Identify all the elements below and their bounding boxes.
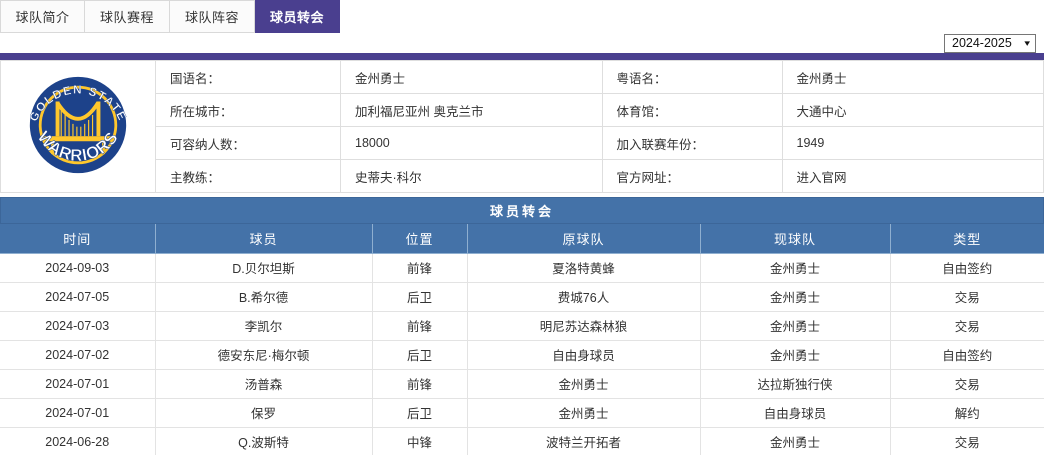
season-select-row: 2024-2025 ▾ <box>0 33 1044 53</box>
official-site-link[interactable]: 进入官网 <box>781 159 1044 193</box>
cell-position: 后卫 <box>371 281 468 312</box>
table-row: 所在城市： 加利福尼亚州 奥克兰市 体育馆： 大通中心 <box>1 93 1044 127</box>
cell-from-team[interactable]: 自由身球员 <box>466 339 701 370</box>
cell-from-team[interactable]: 金州勇士 <box>466 397 701 428</box>
cell-to-team[interactable]: 金州勇士 <box>699 426 891 455</box>
purple-divider <box>0 53 1044 60</box>
cell-position: 前锋 <box>371 368 468 399</box>
cell-time: 2024-07-05 <box>0 281 156 312</box>
info-value: 1949 <box>781 126 1044 160</box>
transfers-section-title: 球员转会 <box>0 197 1044 224</box>
info-key: 所在城市： <box>155 93 341 127</box>
info-key: 国语名： <box>155 60 341 94</box>
cell-to-team[interactable]: 达拉斯独行侠 <box>699 368 891 399</box>
cell-from-team[interactable]: 金州勇士 <box>466 368 701 399</box>
cell-position: 中锋 <box>371 426 468 455</box>
cell-player[interactable]: 李凯尔 <box>154 310 373 341</box>
cell-player[interactable]: B.希尔德 <box>154 281 373 312</box>
table-row: 2024-07-03 李凯尔 前锋 明尼苏达森林狼 金州勇士 交易 <box>0 310 1044 341</box>
info-key: 可容纳人数： <box>155 126 341 160</box>
info-key: 官方网址： <box>601 159 783 193</box>
table-row: 2024-06-28 Q.波斯特 中锋 波特兰开拓者 金州勇士 交易 <box>0 426 1044 455</box>
cell-time: 2024-09-03 <box>0 252 156 283</box>
info-value: 大通中心 <box>781 93 1044 127</box>
cell-time: 2024-06-28 <box>0 426 156 455</box>
column-header-position[interactable]: 位置 <box>371 224 468 254</box>
cell-from-team[interactable]: 波特兰开拓者 <box>466 426 701 455</box>
golden-state-warriors-logo-icon: GOLDEN STATE WARRIORS <box>27 76 128 174</box>
team-info-table: GOLDEN STATE WARRIORS 国语名： 金州勇士 粤语名： 金州勇… <box>0 60 1044 193</box>
cell-type: 自由签约 <box>889 252 1044 283</box>
season-select[interactable]: 2024-2025 ▾ <box>944 33 1036 53</box>
head-coach-link[interactable]: 史蒂夫·科尔 <box>340 159 603 193</box>
tab-player-transfers[interactable]: 球员转会 <box>255 0 340 33</box>
cell-player[interactable]: Q.波斯特 <box>154 426 373 455</box>
team-logo-cell: GOLDEN STATE WARRIORS <box>0 60 156 193</box>
cell-player[interactable]: D.贝尔坦斯 <box>154 252 373 283</box>
player-transfers-table: 时间 球员 位置 原球队 现球队 类型 2024-09-03 D.贝尔坦斯 前锋… <box>0 224 1044 455</box>
cell-time: 2024-07-01 <box>0 397 156 428</box>
info-key: 粤语名： <box>601 60 783 94</box>
table-row: 主教练： 史蒂夫·科尔 官方网址： 进入官网 <box>1 159 1044 193</box>
table-row: 2024-07-02 德安东尼·梅尔顿 后卫 自由身球员 金州勇士 自由签约 <box>0 339 1044 370</box>
team-info-section: GOLDEN STATE WARRIORS 国语名： 金州勇士 粤语名： 金州勇… <box>0 60 1044 193</box>
table-row: 2024-09-03 D.贝尔坦斯 前锋 夏洛特黄蜂 金州勇士 自由签约 <box>0 252 1044 283</box>
info-key: 主教练： <box>155 159 341 193</box>
table-row: 2024-07-05 B.希尔德 后卫 费城76人 金州勇士 交易 <box>0 281 1044 312</box>
cell-time: 2024-07-01 <box>0 368 156 399</box>
section-title-label: 球员转会 <box>489 204 554 219</box>
team-tab-bar: 球队简介 球队赛程 球队阵容 球员转会 <box>0 0 1044 33</box>
cell-time: 2024-07-02 <box>0 339 156 370</box>
season-select-value: 2024-2025 <box>952 36 1012 50</box>
cell-type: 自由签约 <box>889 339 1044 370</box>
column-header-to-team[interactable]: 现球队 <box>699 224 891 254</box>
cell-position: 后卫 <box>371 339 468 370</box>
cell-to-team[interactable]: 金州勇士 <box>699 252 891 283</box>
tab-team-schedule[interactable]: 球队赛程 <box>85 0 170 33</box>
tab-label: 球员转会 <box>269 10 324 25</box>
cell-from-team[interactable]: 夏洛特黄蜂 <box>466 252 701 283</box>
cell-to-team[interactable]: 金州勇士 <box>699 310 891 341</box>
table-row: 2024-07-01 保罗 后卫 金州勇士 自由身球员 解约 <box>0 397 1044 428</box>
tab-label: 球队简介 <box>15 10 70 25</box>
tab-label: 球队赛程 <box>99 10 154 25</box>
info-value: 18000 <box>340 126 603 160</box>
tab-label: 球队阵容 <box>184 10 239 25</box>
table-row: 2024-07-01 汤普森 前锋 金州勇士 达拉斯独行侠 交易 <box>0 368 1044 399</box>
cell-time: 2024-07-03 <box>0 310 156 341</box>
table-row: 可容纳人数： 18000 加入联赛年份： 1949 <box>1 126 1044 160</box>
cell-type: 交易 <box>889 368 1044 399</box>
tab-team-roster[interactable]: 球队阵容 <box>170 0 255 33</box>
cell-player[interactable]: 汤普森 <box>154 368 373 399</box>
cell-player[interactable]: 德安东尼·梅尔顿 <box>154 339 373 370</box>
cell-type: 交易 <box>889 310 1044 341</box>
chevron-down-icon: ▾ <box>1024 37 1031 48</box>
info-value: 金州勇士 <box>340 60 603 94</box>
table-header-row: 时间 球员 位置 原球队 现球队 类型 <box>0 224 1044 254</box>
cell-to-team[interactable]: 金州勇士 <box>699 339 891 370</box>
cell-from-team[interactable]: 费城76人 <box>466 281 701 312</box>
info-value: 加利福尼亚州 奥克兰市 <box>340 93 603 127</box>
cell-position: 前锋 <box>371 252 468 283</box>
info-key: 加入联赛年份： <box>601 126 783 160</box>
info-key: 体育馆： <box>601 93 783 127</box>
column-header-time[interactable]: 时间 <box>0 224 156 254</box>
column-header-from-team[interactable]: 原球队 <box>466 224 701 254</box>
cell-position: 前锋 <box>371 310 468 341</box>
column-header-player[interactable]: 球员 <box>154 224 373 254</box>
cell-type: 解约 <box>889 397 1044 428</box>
cell-type: 交易 <box>889 426 1044 455</box>
tab-team-intro[interactable]: 球队简介 <box>0 0 85 33</box>
column-header-type[interactable]: 类型 <box>889 224 1044 254</box>
cell-to-team[interactable]: 金州勇士 <box>699 281 891 312</box>
cell-type: 交易 <box>889 281 1044 312</box>
cell-to-team[interactable]: 自由身球员 <box>699 397 891 428</box>
cell-player[interactable]: 保罗 <box>154 397 373 428</box>
table-row: GOLDEN STATE WARRIORS 国语名： 金州勇士 粤语名： 金州勇… <box>0 60 1044 193</box>
cell-from-team[interactable]: 明尼苏达森林狼 <box>466 310 701 341</box>
cell-position: 后卫 <box>371 397 468 428</box>
info-value: 金州勇士 <box>781 60 1044 94</box>
